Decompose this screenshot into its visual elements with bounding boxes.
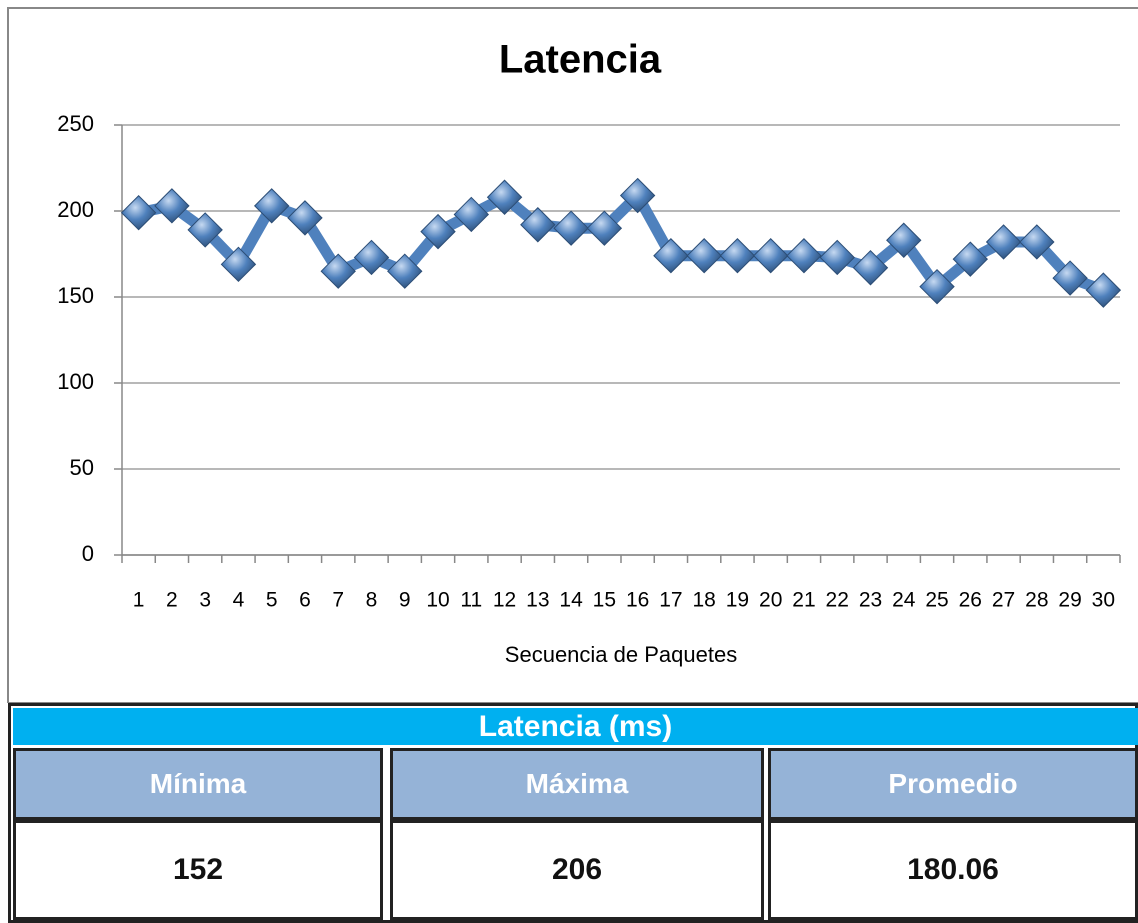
marker — [187, 212, 223, 248]
marker — [819, 239, 855, 276]
marker — [520, 207, 556, 243]
x-tick-label: 26 — [959, 589, 982, 612]
x-tick-label: 3 — [199, 589, 211, 612]
marker — [586, 210, 623, 246]
x-tick-label: 2 — [166, 589, 178, 612]
x-tick-label: 23 — [859, 589, 882, 612]
marker — [287, 200, 323, 236]
x-tick-label: 20 — [759, 589, 782, 612]
x-tick-label: 4 — [233, 589, 245, 612]
chart-border — [7, 7, 1138, 703]
x-tick-label: 13 — [526, 589, 549, 612]
x-tick-label: 16 — [626, 589, 649, 612]
marker — [553, 210, 589, 246]
marker — [154, 188, 190, 224]
y-tick-label: 150 — [57, 283, 94, 308]
x-tick-label: 12 — [493, 589, 516, 612]
table-cell: 152 — [13, 820, 383, 920]
x-tick-label: 25 — [925, 589, 948, 612]
x-tick-label: 18 — [692, 589, 715, 612]
y-tick-label: 250 — [57, 111, 94, 136]
stats-table: Latencia (ms) Mínima Máxima Promedio 152 206… — [8, 703, 1138, 923]
x-tick-label: 30 — [1092, 589, 1115, 612]
marker — [453, 196, 490, 233]
marker — [220, 246, 257, 283]
marker — [486, 179, 523, 215]
x-tick-label: 5 — [266, 589, 278, 612]
marker — [320, 253, 356, 289]
marker — [420, 213, 456, 250]
x-tick-label: 10 — [426, 589, 449, 612]
x-tick-label: 8 — [366, 589, 378, 612]
marker — [1052, 260, 1088, 296]
marker — [1085, 272, 1122, 308]
y-tick-label: 50 — [70, 455, 94, 480]
table-cell: 180.06 — [768, 820, 1138, 920]
marker — [786, 238, 822, 274]
table-cell: 206 — [390, 820, 764, 920]
marker — [886, 222, 922, 258]
x-tick-label: 24 — [892, 589, 916, 612]
x-tick-label: 19 — [726, 589, 749, 612]
marker — [919, 268, 955, 305]
column-header: Máxima — [390, 748, 764, 820]
marker — [120, 195, 157, 231]
marker — [387, 253, 423, 289]
x-tick-label: 21 — [792, 589, 815, 612]
marker — [752, 238, 789, 274]
x-tick-label: 7 — [332, 589, 344, 612]
x-tick-label: 6 — [299, 589, 311, 612]
column-header: Promedio — [768, 748, 1138, 820]
marker — [852, 250, 889, 286]
x-tick-label: 29 — [1058, 589, 1081, 612]
x-tick-label: 27 — [992, 589, 1015, 612]
x-tick-label: 28 — [1025, 589, 1048, 612]
marker — [686, 238, 722, 274]
marker — [719, 238, 756, 274]
column-header: Mínima — [13, 748, 383, 820]
x-tick-label: 15 — [593, 589, 616, 612]
x-tick-label: 9 — [399, 589, 411, 612]
marker — [985, 224, 1022, 260]
marker — [653, 238, 689, 274]
y-tick-label: 0 — [82, 541, 94, 566]
marker — [253, 188, 290, 224]
marker — [1019, 224, 1055, 260]
x-tick-label: 11 — [460, 589, 482, 612]
x-tick-label: 22 — [826, 589, 849, 612]
x-tick-label: 17 — [659, 589, 682, 612]
marker — [952, 241, 989, 277]
y-tick-label: 200 — [57, 197, 94, 222]
marker — [353, 239, 390, 276]
x-axis-label: Secuencia de Paquetes — [505, 642, 737, 667]
chart: Latencia Secuencia de Paquetes 0 50 100 150… — [7, 7, 1138, 703]
x-tick-label: 1 — [133, 589, 145, 612]
marker — [619, 177, 656, 214]
y-tick-label: 100 — [57, 369, 94, 394]
chart-title: Latencia — [499, 38, 662, 82]
x-tick-label: 14 — [559, 589, 583, 612]
table-title: Latencia (ms) — [13, 708, 1138, 745]
